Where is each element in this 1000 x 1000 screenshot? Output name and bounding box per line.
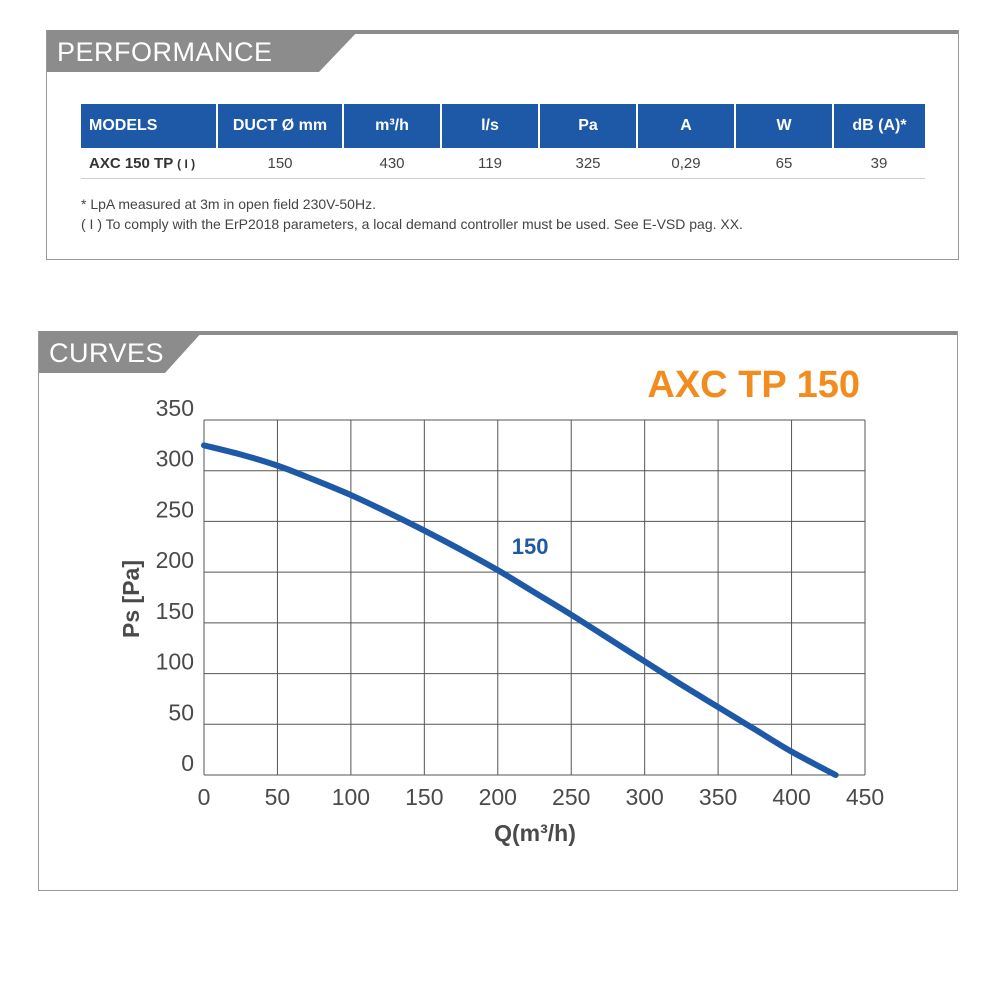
series-line-150 xyxy=(201,442,839,778)
x-tick-label: 200 xyxy=(479,784,517,810)
curves-panel: CURVES 0 50 100 150 200 250 300 350 400 450 0 50 100… xyxy=(38,331,958,891)
header-models: MODELS xyxy=(81,104,218,148)
y-tick-label: 250 xyxy=(156,496,194,522)
y-tick-label: 50 xyxy=(168,699,194,725)
model-name: AXC 150 TP xyxy=(89,154,173,172)
header-db: dB (A)* xyxy=(833,104,925,148)
model-note: ( I ) xyxy=(177,156,196,171)
header-m3h: m³/h xyxy=(343,104,442,148)
y-tick-label: 150 xyxy=(156,598,194,624)
cell-pa: 325 xyxy=(539,148,637,179)
chart-ticks: 0 50 100 150 200 250 300 350 400 450 0 50 100 150 200 2… xyxy=(156,395,885,810)
y-tick-label: 100 xyxy=(156,649,194,675)
y-tick-label: 0 xyxy=(181,750,194,776)
y-tick-label: 350 xyxy=(156,395,194,421)
x-tick-label: 150 xyxy=(405,784,443,810)
y-tick-label: 300 xyxy=(156,446,194,472)
panel-top-rule xyxy=(39,331,957,335)
chart-title: AXC TP 150 xyxy=(647,364,860,406)
performance-table: MODELS DUCT Ø mm m³/h l/s Pa A W dB (A)*… xyxy=(81,104,925,179)
x-tick-label: 50 xyxy=(265,784,291,810)
x-tick-label: 450 xyxy=(846,784,884,810)
cell-db: 39 xyxy=(833,148,925,179)
curves-tab-label: CURVES xyxy=(49,338,165,368)
cell-w: 65 xyxy=(735,148,833,179)
table-row: AXC 150 TP ( I ) 150 430 119 325 0,29 65… xyxy=(81,148,925,179)
x-tick-label: 100 xyxy=(332,784,370,810)
chart-series: 150 xyxy=(201,442,839,778)
performance-tab-label: PERFORMANCE xyxy=(57,37,273,67)
header-w: W xyxy=(735,104,834,148)
x-tick-label: 0 xyxy=(198,784,211,810)
chart-grid xyxy=(203,419,866,776)
header-a: A xyxy=(637,104,736,148)
x-tick-label: 250 xyxy=(552,784,590,810)
table-header-row: MODELS DUCT Ø mm m³/h l/s Pa A W dB (A)* xyxy=(81,104,925,148)
fan-curve-chart: 0 50 100 150 200 250 300 350 400 450 0 50 100 150 200 2… xyxy=(118,364,885,846)
cell-duct: 150 xyxy=(217,148,343,179)
footnote-erp: ( I ) To comply with the ErP2018 paramet… xyxy=(81,216,743,232)
cell-ls: 119 xyxy=(441,148,539,179)
y-tick-label: 200 xyxy=(156,547,194,573)
x-axis-title: Q(m³/h) xyxy=(494,820,576,846)
x-tick-label: 400 xyxy=(772,784,810,810)
header-duct: DUCT Ø mm xyxy=(217,104,344,148)
cell-model: AXC 150 TP ( I ) xyxy=(81,148,217,179)
cell-a: 0,29 xyxy=(637,148,735,179)
performance-tab xyxy=(47,30,359,72)
x-tick-label: 300 xyxy=(625,784,663,810)
performance-panel: PERFORMANCE MODELS DUCT Ø mm m³/h l/s Pa… xyxy=(46,30,959,260)
y-axis-title: Ps [Pa] xyxy=(118,560,144,638)
header-ls: l/s xyxy=(441,104,540,148)
curves-tab xyxy=(39,331,203,373)
header-pa: Pa xyxy=(539,104,638,148)
series-label-150: 150 xyxy=(512,534,549,559)
panel-top-rule xyxy=(47,30,958,34)
footnote-lpa: * LpA measured at 3m in open field 230V-… xyxy=(81,196,376,212)
x-tick-label: 350 xyxy=(699,784,737,810)
cell-m3h: 430 xyxy=(343,148,441,179)
